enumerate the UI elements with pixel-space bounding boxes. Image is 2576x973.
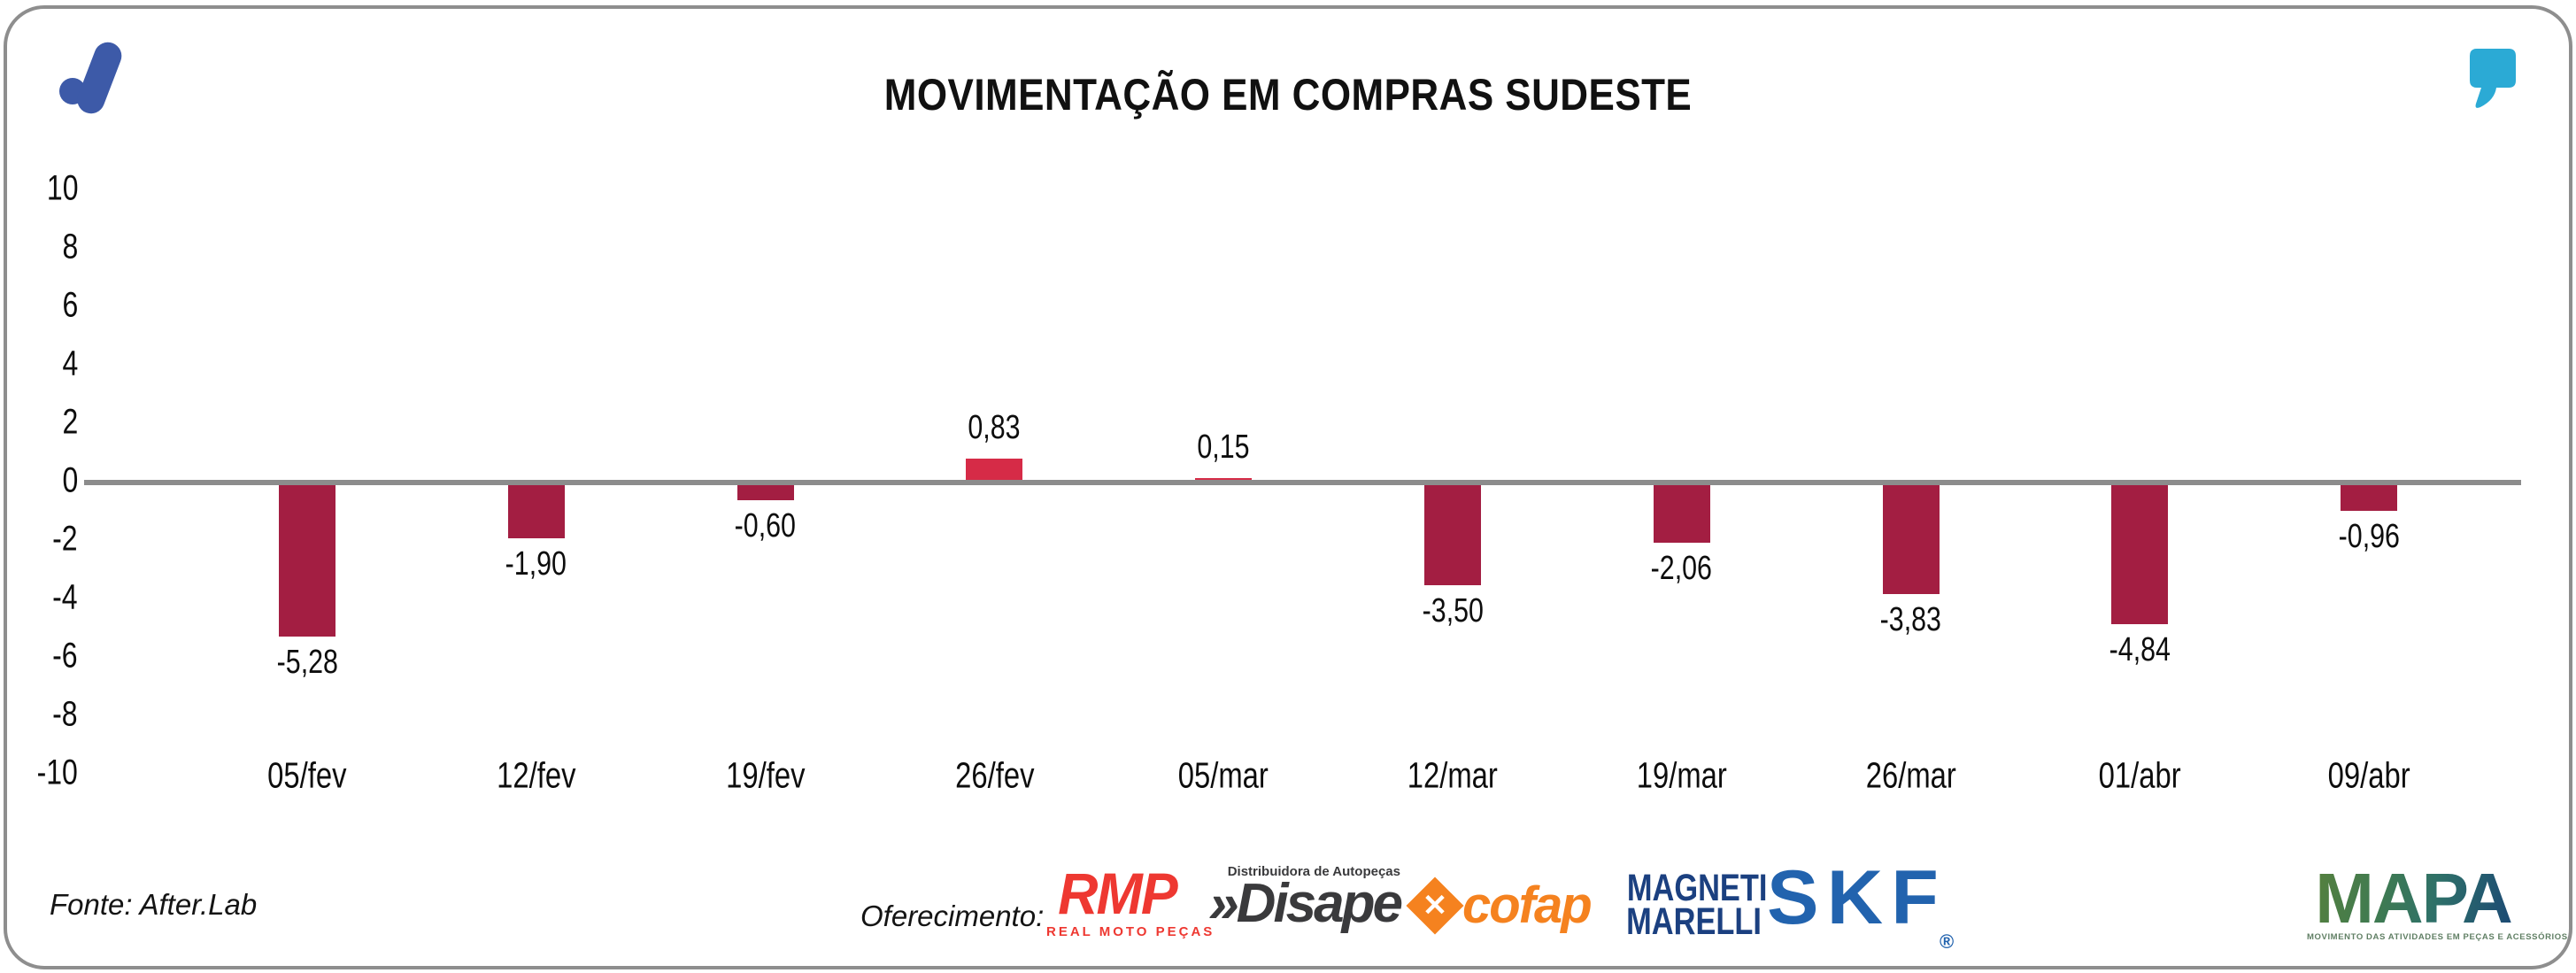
bar-value-label: -5,28 [276,644,338,682]
y-axis-tick-label: 4 [62,344,78,383]
source-note: Fonte: After.Lab [50,888,258,921]
rmp-logo-subtext: REAL MOTO PEÇAS [1046,924,1215,939]
cofap-logo-text: cofap [1462,876,1593,934]
bar-value-label: -3,50 [1422,591,1484,629]
chart-title: MOVIMENTAÇÃO EM COMPRAS SUDESTE [883,70,1693,120]
bar-value-label: 0,15 [1197,429,1250,467]
y-axis-tick-label: -2 [52,519,78,559]
y-axis-tick-label: 10 [46,168,78,208]
y-axis-tick-label: 0 [62,460,78,500]
disape-logo: Distribuidora de Autopeças »Disape [1197,864,1403,934]
bar-value-label: 0,83 [968,408,1021,446]
cofap-diamond-icon: ✕ [1406,876,1464,935]
afterlab-logo-icon [59,42,122,114]
cofap-logo: ✕ cofap [1406,876,1593,935]
y-axis-tick-label: -8 [52,694,78,734]
disape-chevrons-icon: » [1208,873,1239,934]
disape-logo-text: »Disape [1208,873,1403,934]
disape-logo-subtext: Distribuidora de Autopeças [1227,864,1400,879]
bar [737,483,794,500]
x-axis-category-label: 05/mar [1178,754,1269,796]
bar [507,483,565,538]
x-axis-category-label: 26/mar [1865,754,1956,796]
x-axis-category-label: 01/abr [2098,754,2181,796]
x-axis-category-label: 26/fev [954,754,1035,796]
bar-value-label: -2,06 [1651,549,1713,587]
bar [966,458,1023,483]
skf-logo: SKF® [1767,855,1955,954]
quote-mark-icon [2470,49,2516,108]
bar [1653,483,1710,543]
x-axis-category-label: 12/fev [497,754,576,796]
rmp-logo: RMP REAL MOTO PEÇAS [1046,861,1215,939]
x-axis-category-label: 05/fev [267,754,347,796]
bar-value-label: -4,84 [2109,630,2171,668]
y-axis-tick-label: 2 [62,402,78,442]
magneti-line1: MAGNETI [1626,867,1768,909]
mapa-logo-subtext: MOVIMENTO DAS ATIVIDADES EM PEÇAS E ACES… [2307,932,2568,942]
sponsor-label: Oferecimento: [860,900,1045,932]
x-axis-category-label: 19/fev [725,754,806,796]
y-axis-tick-label: -10 [36,753,78,792]
bar-value-label: -3,83 [1879,601,1942,639]
y-axis-tick-label: 8 [62,227,78,266]
y-axis-tick-label: 6 [62,285,78,325]
x-axis-category-label: 09/abr [2327,754,2410,796]
rmp-logo-text: RMP [1058,861,1178,926]
magneti-line2: MARELLI [1626,900,1762,943]
bar [279,483,335,637]
bar-value-label: -1,90 [505,544,567,583]
bar [2111,483,2169,624]
skf-registered-mark: ® [1940,931,1955,953]
zero-axis-line [84,480,2521,485]
skf-logo-text: SKF [1767,855,1947,940]
bar [1424,483,1481,585]
mapa-logo-text: MAPA [2315,859,2513,938]
y-axis-tick-label: -4 [52,577,78,617]
bar [1882,483,1940,595]
x-axis-category-label: 19/mar [1636,754,1727,796]
x-axis-category-label: 12/mar [1407,754,1499,796]
magneti-marelli-logo: MAGNETI MARELLI [1609,869,1767,941]
bar-value-label: -0,96 [2338,517,2400,555]
bar-value-label: -0,60 [734,506,797,544]
mapa-logo: MAPA MOVIMENTO DAS ATIVIDADES EM PEÇAS E… [2307,859,2568,943]
y-axis-tick-label: -6 [52,636,78,676]
bar [2341,483,2398,511]
